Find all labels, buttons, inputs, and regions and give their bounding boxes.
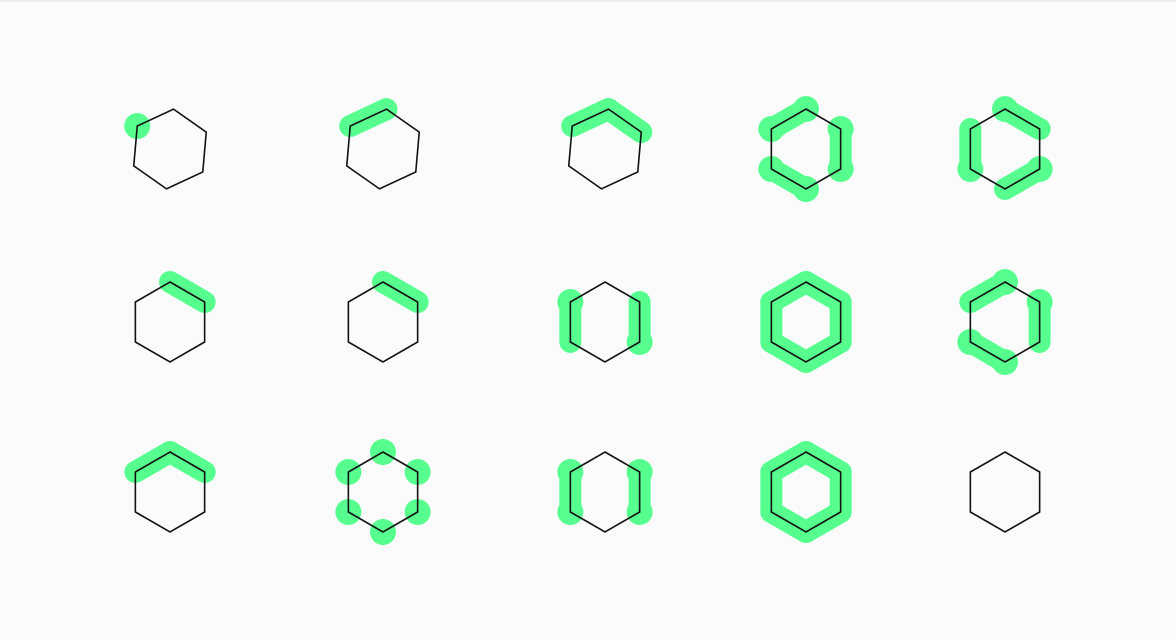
hexagon-outline [134, 451, 206, 533]
hexagon-item [124, 441, 216, 533]
hexagon-outline [569, 451, 641, 533]
hexagon-outline [134, 281, 206, 363]
hexagon-item [561, 98, 653, 190]
hexagon-item [957, 269, 1053, 375]
hexagon-item [134, 271, 216, 363]
hexagon-item [758, 96, 854, 202]
hexagon-outline [969, 451, 1041, 533]
hexagon-outline [969, 281, 1041, 363]
hexagon-item [969, 451, 1041, 533]
hexagon-item [347, 271, 429, 363]
hexagon-item [760, 441, 852, 543]
hexagon-outline [569, 281, 641, 363]
hexagon-outline [969, 108, 1041, 190]
hexagon-item [557, 451, 653, 533]
hexagon-outline [132, 108, 208, 190]
hexagon-item [557, 281, 653, 363]
hexagon-outline [770, 108, 842, 190]
hexagon-outline [347, 451, 419, 533]
hexagon-outline [567, 108, 643, 190]
hexagon-item [335, 439, 431, 545]
hexagon-item [957, 96, 1053, 200]
hexagon-outline [770, 281, 842, 363]
hexagon-outline [345, 108, 421, 190]
hexagon-item [339, 98, 421, 190]
hexagon-outline [770, 451, 842, 533]
hexagon-outline [347, 281, 419, 363]
hexagon-item [760, 271, 852, 373]
hexagon-item [124, 108, 208, 190]
